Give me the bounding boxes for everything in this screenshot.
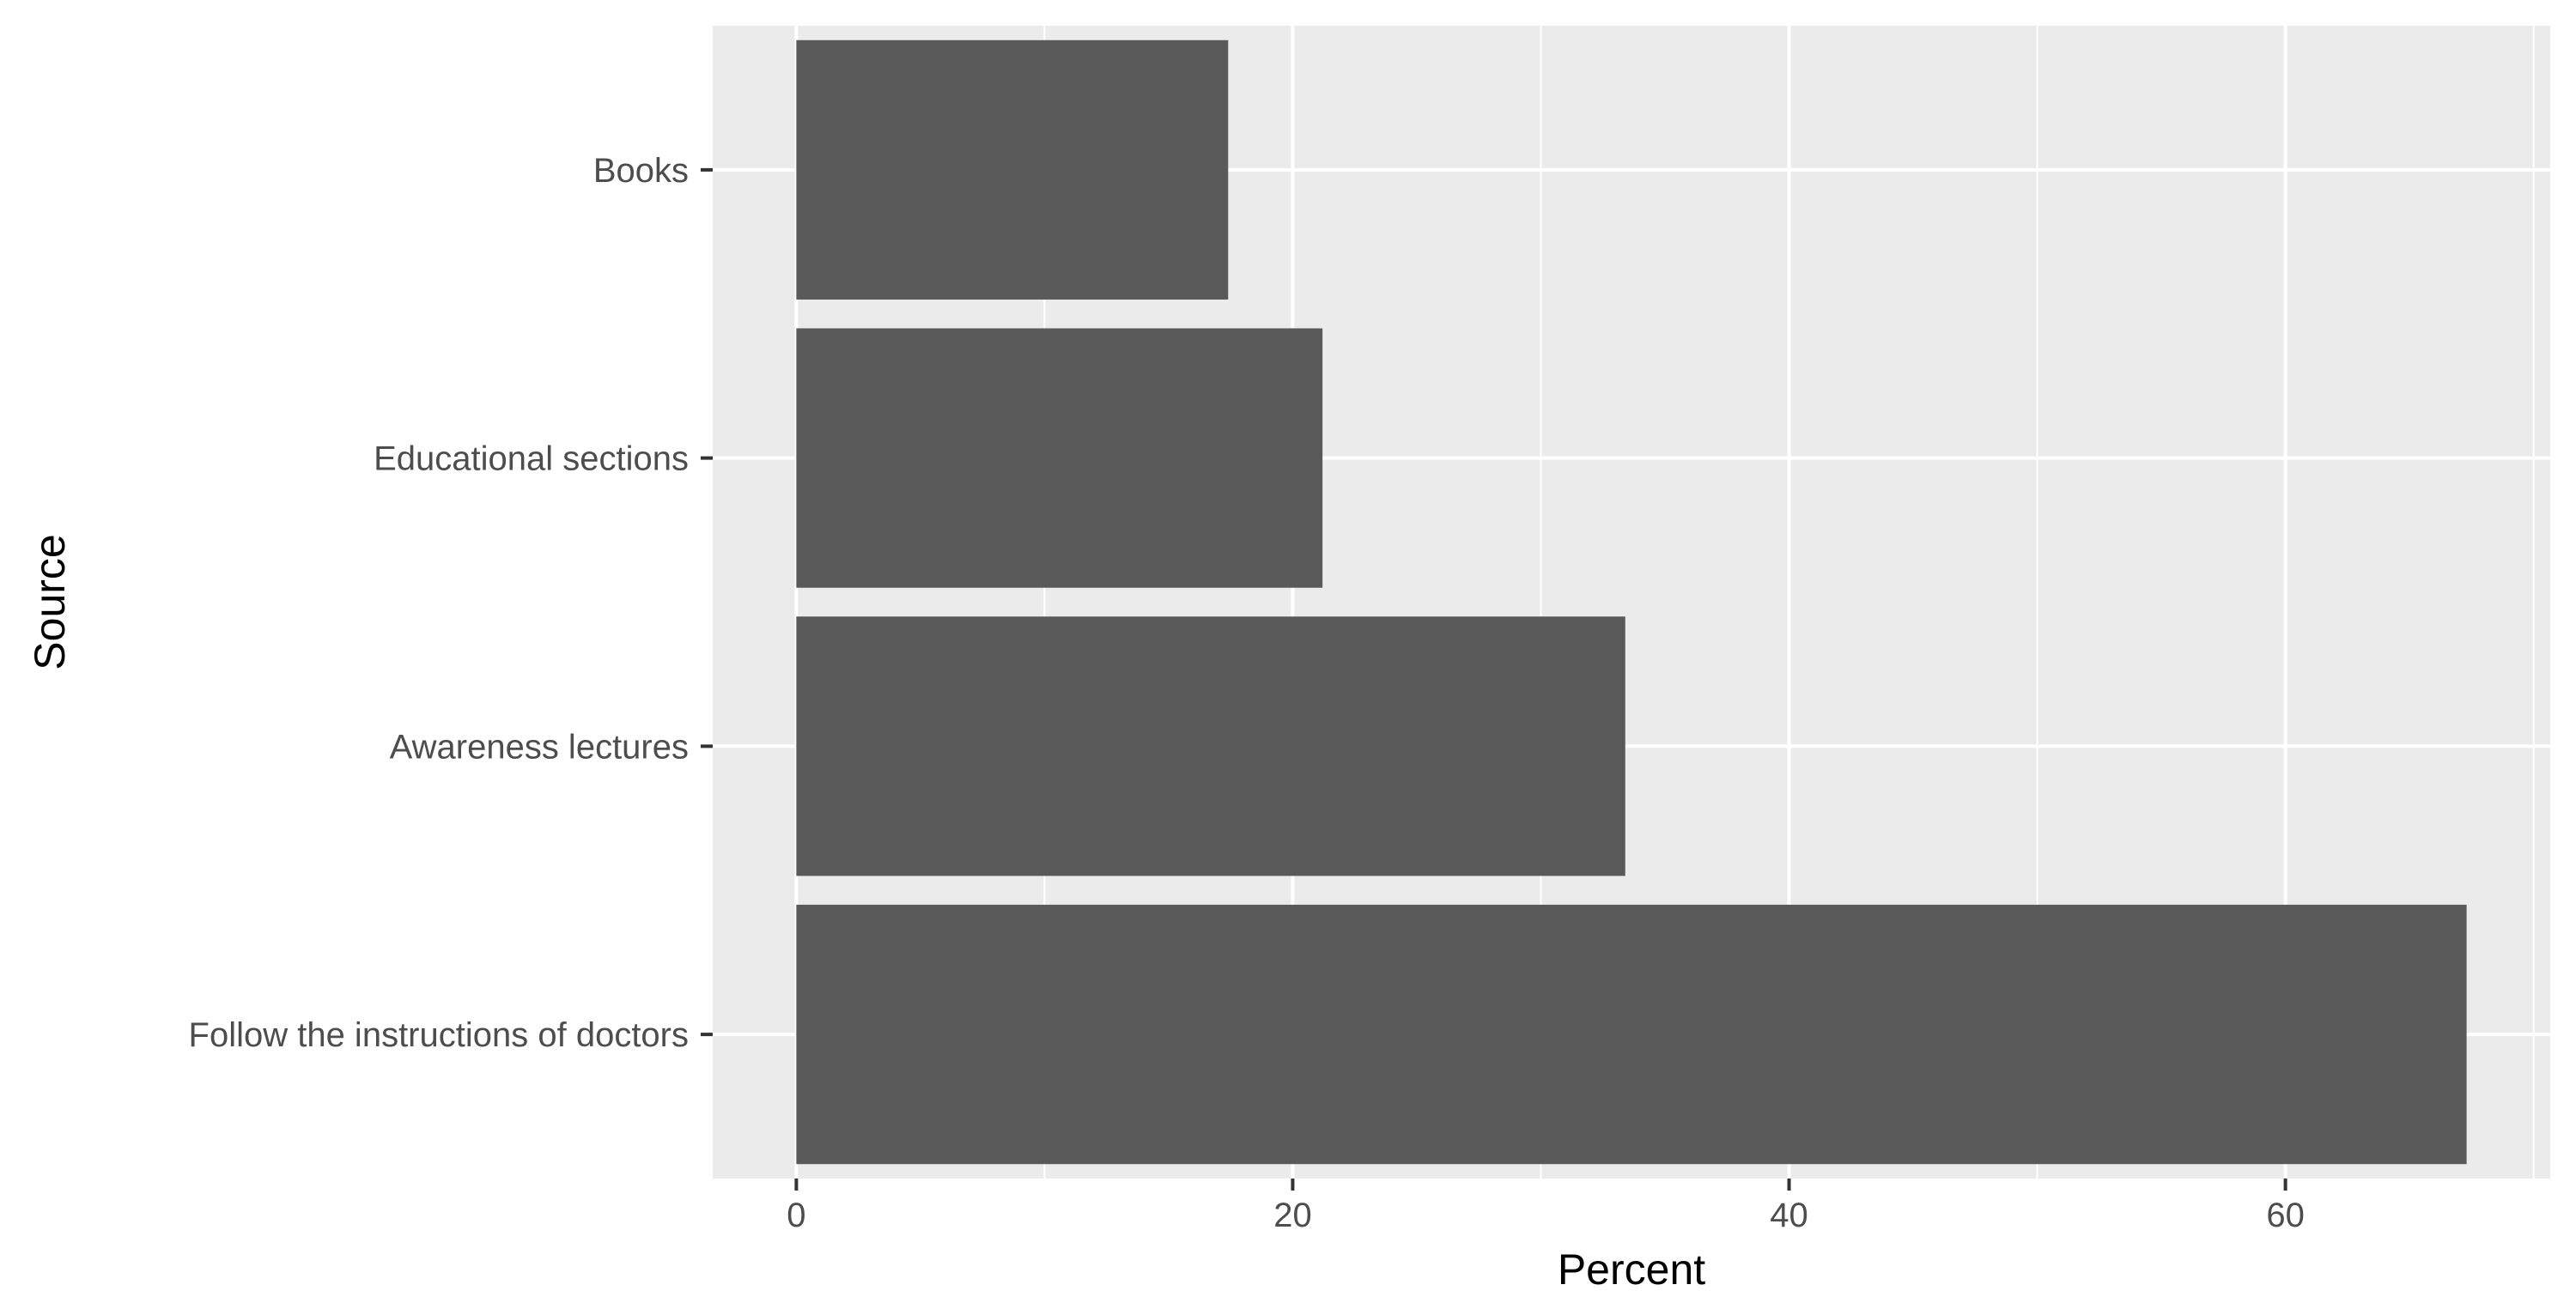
x-axis: 0 20 40 60	[787, 1179, 2305, 1234]
y-axis-title: Source	[26, 534, 74, 670]
x-tick-label: 20	[1273, 1197, 1312, 1234]
x-axis-title: Percent	[1558, 1245, 1705, 1294]
bar-books	[796, 39, 1229, 300]
y-tick-label: Follow the instructions of doctors	[189, 1016, 689, 1054]
y-tick-label: Books	[593, 152, 689, 190]
y-tick-label: Awareness lectures	[390, 728, 689, 766]
bar-awareness-lectures	[796, 616, 1625, 876]
bar-educational-sections	[796, 328, 1323, 588]
bars	[796, 39, 2467, 1165]
x-tick-label: 0	[787, 1197, 805, 1234]
y-tick-label: Educational sections	[374, 440, 689, 478]
bar-follow-the-instructions-of-doctors	[796, 905, 2467, 1165]
y-axis: Follow the instructions of doctors Awaren…	[189, 152, 713, 1054]
x-tick-label: 60	[2266, 1197, 2305, 1234]
x-tick-label: 40	[1770, 1197, 1808, 1234]
